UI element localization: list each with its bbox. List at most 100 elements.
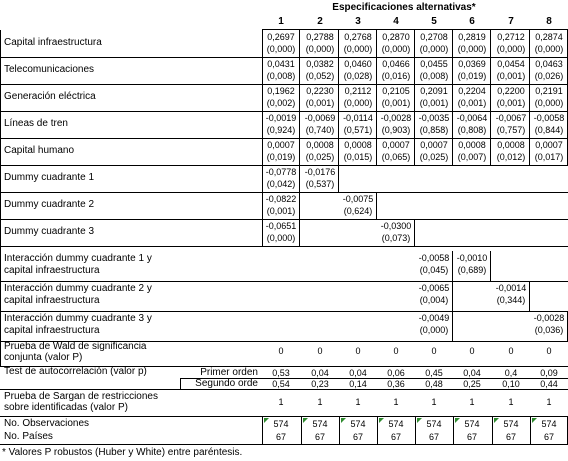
p-value: (0,903)	[381, 125, 411, 135]
table-rule	[0, 281, 568, 282]
coefficient-value: 0,0466	[382, 59, 410, 69]
autocorr-value: 0,45	[425, 368, 443, 378]
p-value: (0,019)	[266, 152, 296, 162]
countries-value: 67	[428, 432, 439, 442]
coefficient-value: 0,2870	[382, 32, 410, 42]
cell-box	[339, 57, 377, 84]
autocorr-value: 0,23	[311, 379, 329, 389]
wald-value: 0	[317, 346, 323, 356]
p-value: (0,537)	[305, 179, 335, 189]
table-rule	[0, 138, 568, 139]
p-value: (0,924)	[266, 125, 296, 135]
p-value: (0,007)	[457, 152, 487, 162]
coefficient-value: -0,0028	[380, 113, 412, 123]
p-value: (0,000)	[343, 98, 373, 108]
coefficient-value: 0,0460	[344, 59, 372, 69]
autocorr-value: 0,53	[272, 368, 290, 378]
autocorr-order-label: Segundo orde	[195, 378, 258, 389]
cell-box	[339, 30, 377, 57]
footnote: * Valores P robustos (Huber y White) ent…	[2, 447, 243, 458]
coefficient-value: 0,2708	[420, 32, 448, 42]
p-value: (0,028)	[343, 71, 373, 81]
countries-value: 67	[466, 432, 477, 442]
table-rule	[0, 416, 568, 417]
p-value: (0,017)	[534, 152, 564, 162]
cell-box	[453, 251, 491, 281]
cell-box	[262, 111, 300, 138]
coefficient-value: 0,0008	[306, 140, 334, 150]
p-value: (0,042)	[266, 179, 296, 189]
p-value: (0,001)	[381, 98, 411, 108]
cell-box	[415, 84, 453, 111]
cell-box	[453, 111, 491, 138]
coefficient-value: -0,0822	[265, 194, 297, 204]
observations-value: 574	[350, 419, 366, 429]
wald-label: Prueba de Wald de significancia	[4, 341, 147, 352]
coefficient-value: 0,2112	[344, 86, 372, 96]
cell-box	[377, 111, 415, 138]
number-as-text-marker	[455, 418, 460, 423]
cell-box	[492, 111, 530, 138]
cell-box	[492, 281, 530, 311]
coefficient-value: -0,0067	[495, 113, 527, 123]
coefficient-value: 0,0007	[535, 140, 563, 150]
p-value: (0,000)	[305, 44, 335, 54]
p-value: (0,015)	[343, 152, 373, 162]
coefficient-value: -0,0778	[265, 167, 297, 177]
table-rule	[262, 29, 568, 30]
p-value: (0,844)	[534, 125, 564, 135]
coefficient-value: 0,1962	[267, 86, 295, 96]
autocorr-order-label: Primer orden	[200, 367, 258, 378]
number-as-text-marker	[417, 418, 422, 423]
coefficient-value: -0,0300	[380, 221, 412, 231]
sargan-label: sobre identificadas (valor P)	[4, 402, 128, 413]
row-label: capital infraestructura	[4, 295, 100, 306]
cell-box	[530, 84, 568, 111]
p-value: (0,001)	[266, 206, 296, 216]
p-value: (0,344)	[496, 295, 526, 305]
table-rule	[0, 246, 568, 247]
sargan-label: Prueba de Sargan de restricciones	[4, 391, 158, 402]
cell-box	[377, 138, 415, 165]
cell-box	[262, 84, 300, 111]
p-value: (0,001)	[457, 98, 487, 108]
autocorr-value: 0,36	[387, 379, 405, 389]
cell-box	[415, 57, 453, 84]
coefficient-value: 0,0007	[382, 140, 410, 150]
coefficient-value: -0,0069	[304, 113, 336, 123]
coefficient-value: 0,2788	[306, 32, 334, 42]
wald-value: 0	[431, 346, 437, 356]
wald-value: 0	[546, 346, 552, 356]
cell-box	[377, 84, 415, 111]
coefficient-value: -0,0064	[456, 113, 488, 123]
column-header: 2	[317, 16, 323, 27]
p-value: (0,001)	[496, 98, 526, 108]
coefficient-value: 0,0455	[420, 59, 448, 69]
autocorr-value: 0,4	[504, 368, 518, 378]
cell-box	[301, 165, 339, 192]
sargan-value: 1	[431, 397, 437, 407]
cell-box	[301, 30, 339, 57]
autocorr-value: 0,44	[540, 379, 558, 389]
table-rule	[0, 57, 568, 58]
p-value: (0,000)	[419, 44, 449, 54]
p-value: (0,000)	[534, 98, 564, 108]
observations-value: 574	[503, 419, 519, 429]
coefficient-value: 0,0369	[458, 59, 486, 69]
p-value: (0,000)	[457, 44, 487, 54]
number-as-text-marker	[303, 418, 308, 423]
row-label: Dummy cuadrante 1	[4, 172, 95, 183]
p-value: (0,000)	[266, 233, 296, 243]
observations-value: 574	[273, 419, 289, 429]
cell-box	[530, 57, 568, 84]
wald-value: 0	[469, 346, 475, 356]
column-header: 1	[278, 16, 284, 27]
cell-box	[453, 57, 491, 84]
coefficient-value: 0,2230	[306, 86, 334, 96]
table-rule	[301, 416, 302, 444]
table-rule	[0, 30, 1, 366]
table-rule	[377, 416, 378, 444]
coefficient-value: 0,0431	[267, 59, 295, 69]
coefficient-value: -0,0065	[418, 283, 450, 293]
